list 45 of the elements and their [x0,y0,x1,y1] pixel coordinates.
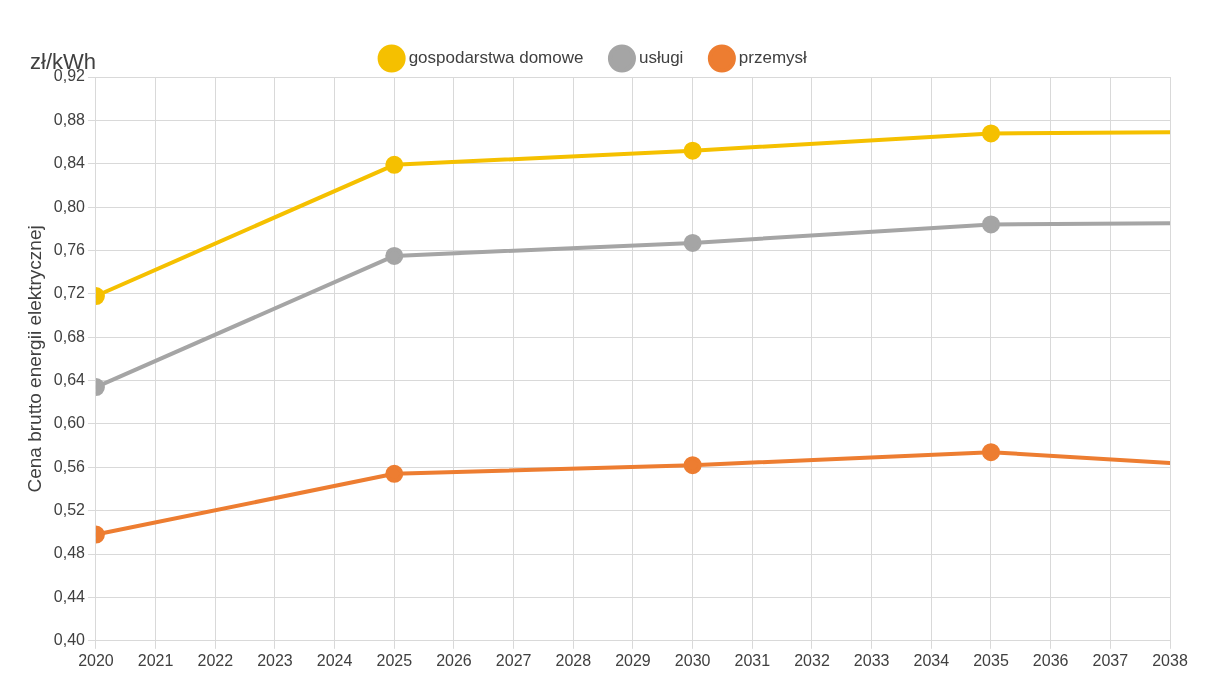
y-tick-label: 0,56 [53,457,86,475]
y-tick-label: 0,72 [53,284,86,302]
legend-label: gospodarstwa domowe [408,48,584,68]
x-tick-label: 2023 [257,651,293,669]
x-tick-label: 2021 [137,651,174,669]
y-tick-label: 0,84 [53,154,86,172]
x-tick-label: 2027 [495,651,532,669]
legend-label: usługi [638,48,684,68]
x-tick-label: 2020 [78,651,114,669]
y-tick-label: 0,80 [53,197,86,215]
y-tick-label: 0,64 [53,370,86,388]
y-tick-label: 0,76 [53,240,86,258]
x-tick-label: 2033 [853,651,890,669]
point [981,215,1000,234]
y-tick-label: 0,60 [53,414,86,432]
point [683,233,702,252]
point [683,141,702,160]
point [385,155,404,174]
point [385,246,404,265]
y-tick-label: 0,48 [53,544,86,562]
x-tick-label: 2031 [734,651,771,669]
y-tick-label: 0,68 [53,327,86,345]
x-tick-label: 2026 [436,651,472,669]
x-tick-label: 2037 [1092,651,1129,669]
legend-label: przemysł [738,48,808,68]
point [385,464,404,483]
point [981,443,1000,462]
x-tick-label: 2029 [615,651,651,669]
x-tick-label: 2036 [1032,651,1069,669]
x-tick-label: 2030 [674,651,711,669]
point [683,456,702,475]
x-tick-label: 2025 [376,651,413,669]
y-tick-label: 0,88 [53,110,86,128]
y-tick-label: 0,40 [53,631,86,649]
x-tick-label: 2035 [973,651,1009,669]
y-tick-label: 0,52 [53,501,86,519]
x-tick-label: 2038 [1152,651,1188,669]
y-tick-label: 0,44 [53,587,86,605]
x-tick-label: 2024 [316,651,353,669]
x-tick-label: 2028 [555,651,592,669]
x-tick-label: 2034 [913,651,950,669]
y-axis-title: Cena brutto energii elektrycznej [23,225,45,493]
point [981,124,1000,143]
x-tick-label: 2022 [197,651,234,669]
x-tick-label: 2032 [794,651,830,669]
